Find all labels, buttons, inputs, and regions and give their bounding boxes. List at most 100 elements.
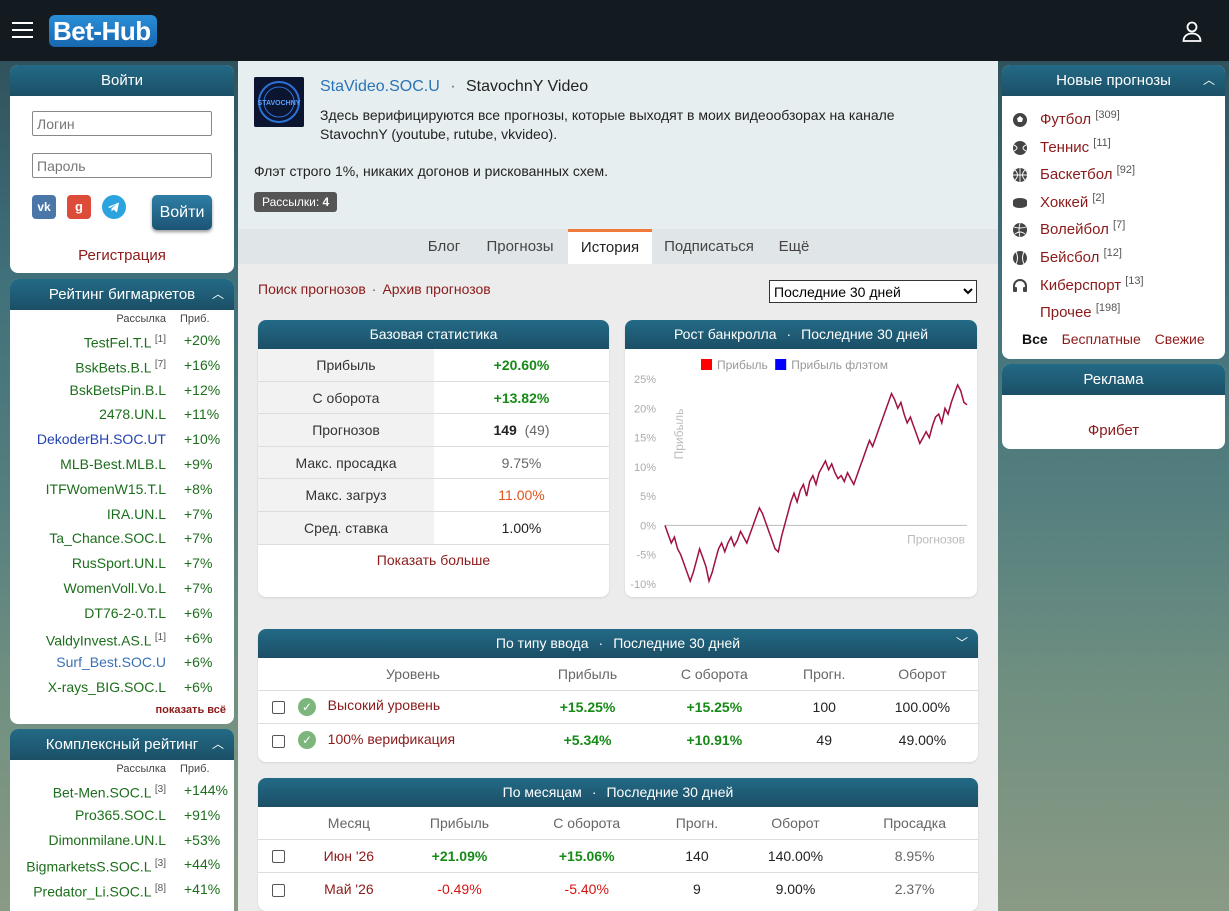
- rating-row[interactable]: WomenVoll.Vo.L +7%: [10, 576, 234, 601]
- rating-row[interactable]: ITFWomenW15.T.L +8%: [10, 477, 234, 502]
- show-more-link[interactable]: Показать больше: [376, 551, 491, 568]
- search-forecasts-link[interactable]: Поиск прогнозов: [258, 281, 366, 297]
- rating-name[interactable]: Predator_Li.SOC.L [8]: [33, 883, 166, 900]
- legend-label[interactable]: Прибыль: [717, 358, 768, 372]
- chevron-up-icon[interactable]: ︿: [211, 737, 224, 751]
- rating-row[interactable]: Pro365.SOC.L +91%: [10, 803, 234, 828]
- rating-value: +20%: [184, 332, 221, 348]
- rating-name[interactable]: DekoderBH.SOC.UT: [36, 431, 166, 448]
- by-type-title[interactable]: По типу ввода · Последние 30 дней ﹀: [258, 629, 978, 658]
- legend-swatch[interactable]: [775, 359, 787, 370]
- rating-name[interactable]: MLB-Best.MLB.L: [60, 455, 166, 472]
- tab-history[interactable]: История: [568, 229, 652, 264]
- telegram-icon[interactable]: [102, 195, 126, 219]
- rating-name[interactable]: X-rays_BIG.SOC.L: [47, 679, 166, 696]
- y-tick-label: -5%: [636, 550, 656, 562]
- new-forecasts-title[interactable]: Новые прогнозы ︿: [1002, 65, 1225, 96]
- legend-swatch[interactable]: [701, 359, 712, 370]
- rating-name[interactable]: 2478.UN.L: [99, 406, 166, 423]
- rating-row[interactable]: DT76-2-0.T.L +6%: [10, 601, 234, 626]
- filter-fresh[interactable]: Свежие: [1154, 331, 1205, 347]
- sport-item[interactable]: Хоккей [2]: [1012, 187, 1105, 211]
- hockey-icon: [1013, 197, 1027, 208]
- rating-name[interactable]: ValdyInvest.AS.L [1]: [45, 631, 166, 649]
- rating-row[interactable]: IRA.UN.L +7%: [10, 502, 234, 527]
- logo[interactable]: Bet-Hub: [49, 15, 157, 47]
- y-tick-label: 25%: [634, 374, 656, 386]
- rating-row[interactable]: ValdyInvest.AS.L [1] +6%: [10, 626, 234, 651]
- rating-name[interactable]: Bet-Men.SOC.L [3]: [52, 784, 166, 801]
- rating-name[interactable]: BskBetsPin.B.L: [69, 381, 167, 398]
- rating-name[interactable]: Dimonmilane.UN.L: [48, 831, 166, 848]
- rating-name[interactable]: Surf_Best.SOC.U: [56, 654, 166, 671]
- rating-row[interactable]: RusSport.UN.L +7%: [10, 551, 234, 576]
- menu-icon[interactable]: [12, 22, 33, 39]
- register-link[interactable]: Регистрация: [78, 247, 166, 264]
- archive-link[interactable]: Архив прогнозов: [382, 281, 491, 297]
- tab-blog[interactable]: Блог: [427, 238, 461, 255]
- row-checkbox[interactable]: [271, 883, 285, 897]
- rating-name[interactable]: RusSport.UN.L: [71, 555, 166, 572]
- rating-name[interactable]: Pro365.SOC.L: [74, 806, 166, 823]
- rating-row[interactable]: Dimonmilane.UN.L +53%: [10, 828, 234, 853]
- tab-more[interactable]: Ещё: [778, 238, 810, 255]
- filter-all[interactable]: Все: [1022, 331, 1048, 347]
- chevron-down-icon[interactable]: ﹀: [955, 636, 968, 650]
- period-select[interactable]: Последние 30 дней: [769, 280, 977, 303]
- sport-item[interactable]: Теннис [11]: [1012, 132, 1111, 156]
- sport-item[interactable]: Волейбол [7]: [1012, 214, 1125, 238]
- chevron-up-icon[interactable]: ︿: [211, 287, 224, 301]
- rating-row[interactable]: MLB-Best.MLB.L +9%: [10, 452, 234, 477]
- rating-row[interactable]: Surf_Best.SOC.U +6%: [10, 650, 234, 675]
- chevron-up-icon[interactable]: ︿: [1202, 73, 1215, 87]
- rating-row[interactable]: TestFel.T.L [1] +20%: [10, 328, 234, 353]
- vk-icon[interactable]: vk: [32, 195, 56, 219]
- table-row: ✓ 100% верификация +5.34% +10.91% 49 49.00%: [258, 723, 978, 756]
- rating-row[interactable]: Bet-Men.SOC.L [3] +144%: [10, 778, 234, 803]
- complex-title[interactable]: Комплексный рейтинг ︿: [10, 729, 234, 760]
- rating-row[interactable]: 2478.UN.L +11%: [10, 402, 234, 427]
- user-icon[interactable]: [1180, 19, 1204, 43]
- login-input[interactable]: [32, 111, 212, 136]
- password-input[interactable]: [32, 153, 212, 178]
- rating-name[interactable]: BskBets.B.L [7]: [75, 358, 166, 376]
- rating-name[interactable]: IRA.UN.L: [106, 505, 166, 522]
- google-icon[interactable]: g: [67, 195, 91, 219]
- rating-name[interactable]: Ta_Chance.SOC.L: [49, 530, 166, 547]
- sport-item[interactable]: Баскетбол [92]: [1012, 159, 1135, 183]
- channel-link[interactable]: StaVideo.SOC.U: [320, 78, 440, 95]
- show-all-link[interactable]: показать всё: [155, 703, 227, 716]
- rating-row[interactable]: DekoderBH.SOC.UT +10%: [10, 427, 234, 452]
- rating-name[interactable]: ITFWomenW15.T.L: [45, 480, 166, 497]
- legend-label[interactable]: Прибыль флэтом: [791, 358, 888, 372]
- freebet-link[interactable]: Фрибет: [1087, 422, 1140, 439]
- rating-name[interactable]: WomenVoll.Vo.L: [63, 579, 166, 596]
- rating-value: +16%: [184, 356, 221, 373]
- subscriptions-badge[interactable]: Рассылки: 4: [254, 192, 338, 212]
- history-links: Поиск прогнозов · Архив прогнозов: [258, 281, 491, 297]
- row-checkbox[interactable]: [271, 734, 285, 748]
- rating-row[interactable]: Ta_Chance.SOC.L +7%: [10, 526, 234, 551]
- rating-value: +91%: [184, 806, 221, 823]
- sport-item[interactable]: Бейсбол [12]: [1012, 242, 1122, 266]
- rating-name[interactable]: BigmarketsS.SOC.L [3]: [26, 858, 166, 876]
- rating-row[interactable]: X-rays_BIG.SOC.L +6%: [10, 675, 234, 700]
- rating-row[interactable]: Predator_Li.SOC.L [8] +41%: [10, 877, 234, 902]
- sport-item[interactable]: Киберспорт [13]: [1012, 270, 1144, 294]
- row-checkbox[interactable]: [271, 701, 285, 715]
- row-checkbox[interactable]: [271, 850, 285, 864]
- rating-row[interactable]: BigmarketsS.SOC.L [3] +44%: [10, 852, 234, 877]
- tab-subscribe[interactable]: Подписаться: [664, 238, 754, 255]
- rating-name[interactable]: TestFel.T.L [1]: [83, 334, 166, 351]
- rating-name[interactable]: DT76-2-0.T.L: [84, 604, 166, 621]
- login-button[interactable]: Войти: [152, 195, 212, 230]
- sport-item[interactable]: Прочее [198]: [1040, 302, 1121, 322]
- filter-free[interactable]: Бесплатные: [1061, 331, 1141, 347]
- bigmarkets-title[interactable]: Рейтинг бигмаркетов ︿: [10, 279, 234, 310]
- sport-item[interactable]: Футбол [309]: [1012, 104, 1120, 128]
- rating-row[interactable]: BskBetsPin.B.L +12%: [10, 378, 234, 403]
- tab-forecasts[interactable]: Прогнозы: [486, 238, 554, 255]
- rating-value: +7%: [184, 579, 213, 596]
- rating-value: +7%: [184, 530, 213, 547]
- rating-row[interactable]: BskBets.B.L [7] +16%: [10, 353, 234, 378]
